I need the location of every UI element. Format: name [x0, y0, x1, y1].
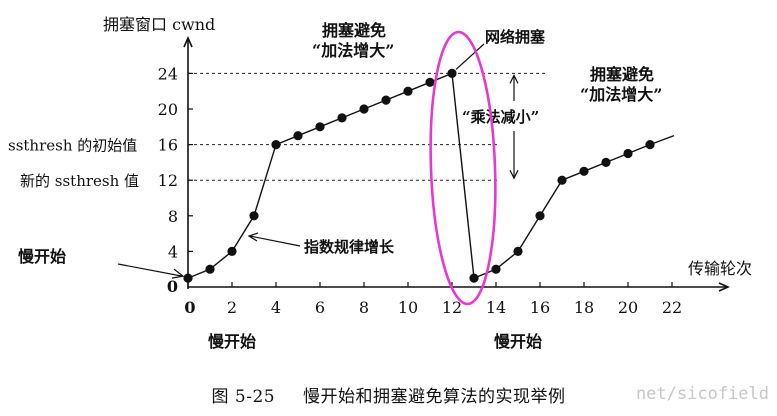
- x-axis-arrow: [718, 282, 730, 292]
- annotations: 慢开始 指数规律增长拥塞避免“加法增大”网络拥塞“乘法减小”拥塞避免“加法增大”慢…: [18, 21, 662, 351]
- x-tick-label-14: 14: [486, 298, 506, 317]
- y-tick-label-24: 24: [158, 64, 178, 83]
- y-tick-label-16: 16: [158, 136, 178, 155]
- data-point-20: [623, 148, 633, 159]
- highlight-ellipse: [429, 30, 497, 306]
- annotation-net-congestion-pointer: [455, 43, 485, 70]
- data-point-11: [425, 77, 435, 87]
- data-point-0: [183, 273, 193, 283]
- data-point-4: [271, 140, 281, 150]
- x-tick-label-12: 12: [442, 298, 462, 317]
- y-tick-label-20: 20: [158, 100, 178, 119]
- series-line-phase-2: [451, 73, 651, 280]
- annotation-mult-decrease-arrowhead-down: [509, 169, 519, 180]
- annotation-exp-growth-arrowhead: [247, 232, 259, 242]
- annotation-cong-avoid-1-l2: “加法增大”: [312, 41, 394, 60]
- x-tick-label-20: 20: [618, 298, 638, 317]
- x-tick-label-16: 16: [530, 298, 550, 317]
- annotation-net-congestion: 网络拥塞: [485, 28, 546, 46]
- annotation-mult-decrease: “乘法减小”: [462, 108, 539, 126]
- annotation-cong-avoid-2-l2: “加法增大”: [580, 85, 662, 104]
- data-point-13: [469, 273, 479, 283]
- data-point-5: [293, 131, 303, 141]
- x-tick-label-6: 6: [315, 298, 325, 317]
- x-tick-label-4: 4: [271, 298, 281, 317]
- y-axis-arrow: [183, 36, 193, 48]
- reference-lines: [188, 72, 548, 181]
- y-tick-label-0: 0: [167, 277, 178, 296]
- caption-text: 慢开始和拥塞避免算法的实现举例: [303, 387, 566, 407]
- data-point-9: [381, 95, 391, 105]
- y-tick-label-ssthresh-initial: ssthresh 的初始值: [8, 137, 137, 155]
- annotation-slow-start-bottom-2: 慢开始: [494, 332, 542, 351]
- x-tick-label-10: 10: [398, 298, 418, 317]
- data-series: [183, 68, 675, 283]
- annotation-mult-decrease-arrowhead-up: [509, 74, 519, 84]
- data-point-14: [491, 264, 501, 274]
- axes: [183, 36, 730, 292]
- annotation-exp-growth-arrow: [249, 235, 301, 247]
- y-axis-label: 拥塞窗口 cwnd: [103, 15, 215, 34]
- x-tick-label-22: 22: [662, 298, 682, 317]
- tick-labels: 拥塞窗口 cwnd 传输轮次 0 4 8 新的 ssthresh 值 12 ssthresh …: [8, 15, 752, 317]
- x-tick-label-18: 18: [574, 298, 594, 317]
- watermark: net/sicofield: [635, 384, 769, 404]
- y-tick-label-ssthresh-new: 新的 ssthresh 值: [20, 172, 139, 190]
- data-point-6: [315, 122, 325, 132]
- annotation-slow-start-bottom-1: 慢开始: [208, 332, 256, 351]
- annotation-slow-start-arrowhead: [171, 268, 185, 279]
- annotation-exp-growth: 指数规律增长: [304, 238, 395, 256]
- caption-number: 图 5-25: [211, 387, 276, 407]
- figure-caption: 图 5-25 慢开始和拥塞避免算法的实现举例: [0, 382, 777, 407]
- data-point-12: [447, 68, 457, 78]
- data-point-17: [557, 175, 567, 185]
- data-point-10: [403, 86, 413, 96]
- y-tick-label-4: 4: [168, 242, 178, 261]
- data-point-1: [205, 264, 215, 274]
- annotation-slow-start-left: 慢开始: [18, 247, 66, 266]
- data-point-7: [337, 113, 347, 123]
- annotation-cong-avoid-2-l1: 拥塞避免: [590, 65, 654, 84]
- y-tick-label-12: 12: [158, 171, 178, 190]
- data-point-16: [535, 211, 545, 221]
- data-point-15: [513, 246, 523, 256]
- annotation-cong-avoid-1-l1: 拥塞避免: [322, 21, 386, 40]
- data-point-3: [249, 211, 259, 221]
- data-point-2: [227, 246, 237, 256]
- x-tick-label-2: 2: [227, 298, 237, 317]
- data-point-18: [579, 166, 589, 176]
- annotation-slow-start-arrow: [117, 263, 183, 277]
- data-point-21: [645, 140, 655, 150]
- x-axis-label: 传输轮次: [688, 259, 752, 278]
- y-tick-label-8: 8: [168, 207, 178, 226]
- data-point-19: [601, 157, 611, 167]
- data-point-8: [359, 104, 369, 114]
- x-tick-label-8: 8: [359, 298, 369, 317]
- x-tick-label-0: 0: [184, 298, 195, 317]
